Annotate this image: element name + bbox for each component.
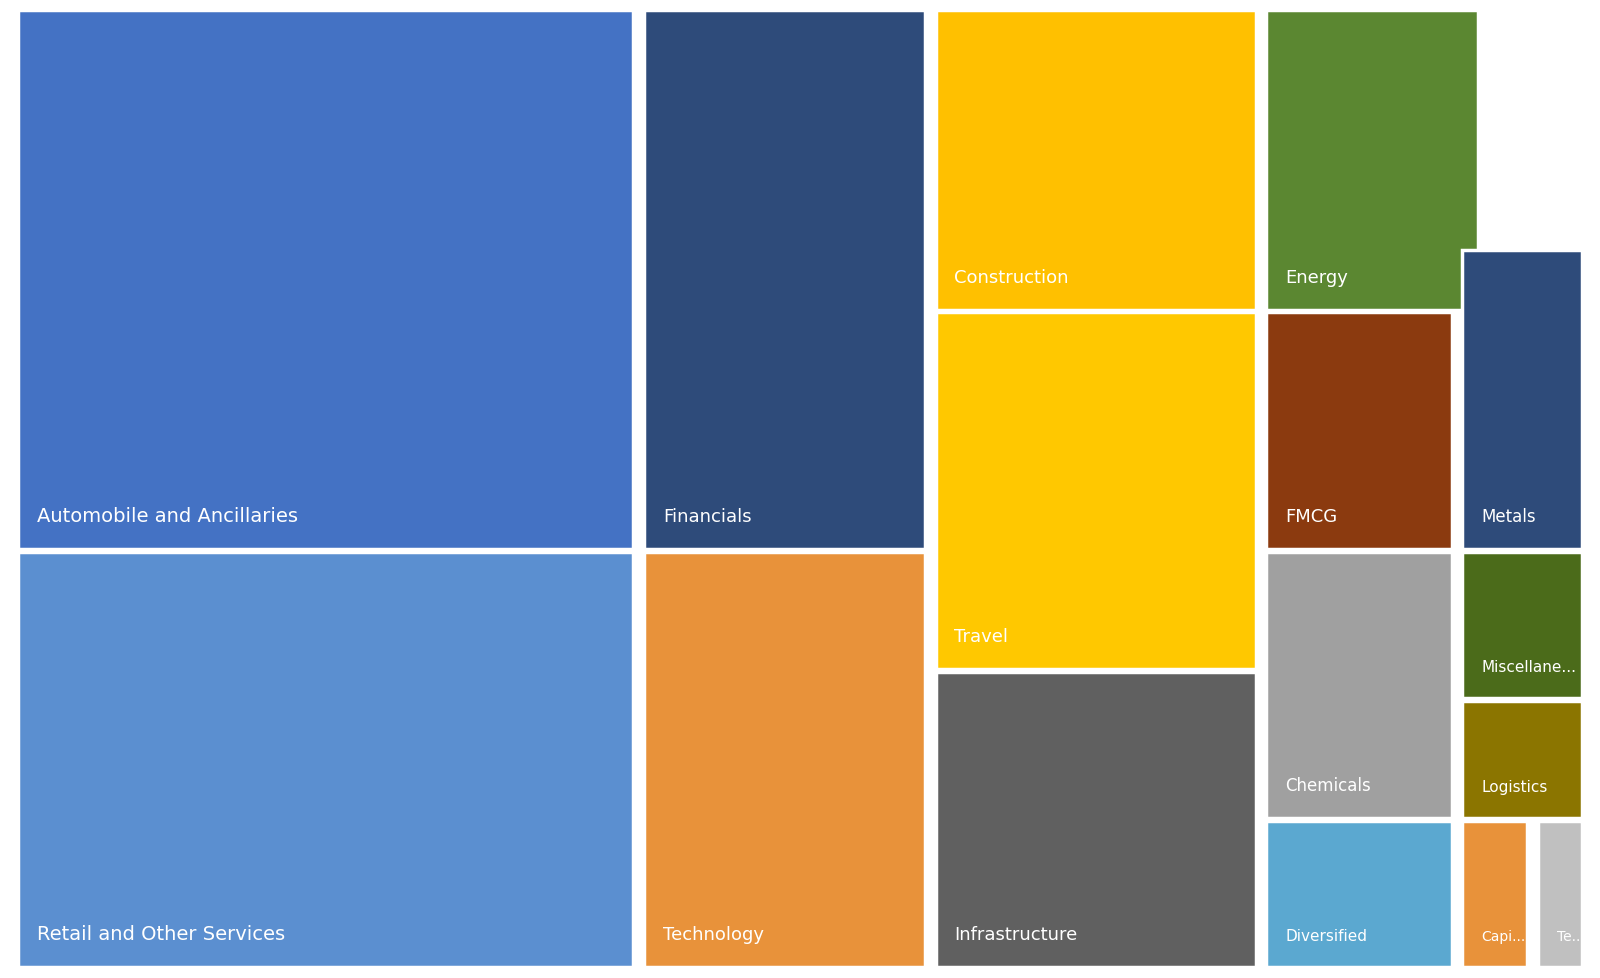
Bar: [1267, 313, 1451, 550]
Text: FMCG: FMCG: [1285, 508, 1338, 526]
Text: Construction: Construction: [955, 268, 1069, 287]
Text: Automobile and Ancillaries: Automobile and Ancillaries: [37, 507, 298, 526]
Bar: [1267, 11, 1478, 310]
Text: Travel: Travel: [955, 628, 1008, 645]
Bar: [18, 553, 634, 967]
Bar: [936, 313, 1256, 670]
Bar: [643, 553, 925, 967]
Text: Metals: Metals: [1482, 508, 1536, 526]
Bar: [1462, 822, 1526, 967]
Text: Chemicals: Chemicals: [1285, 777, 1371, 794]
Bar: [1538, 822, 1582, 967]
Text: Diversified: Diversified: [1285, 928, 1368, 943]
Text: Te...: Te...: [1557, 929, 1584, 943]
Bar: [1267, 553, 1451, 819]
Text: Capi...: Capi...: [1482, 929, 1525, 943]
Bar: [18, 11, 634, 550]
Text: Miscellane...: Miscellane...: [1482, 659, 1576, 675]
Bar: [936, 11, 1256, 310]
Bar: [1267, 822, 1451, 967]
Text: Infrastructure: Infrastructure: [955, 925, 1078, 943]
Text: Financials: Financials: [662, 508, 752, 526]
Bar: [1462, 553, 1582, 698]
Text: Logistics: Logistics: [1482, 779, 1547, 794]
Bar: [936, 673, 1256, 967]
Text: Energy: Energy: [1285, 268, 1349, 287]
Bar: [643, 11, 925, 550]
Bar: [1462, 250, 1582, 550]
Bar: [1462, 701, 1582, 819]
Text: Retail and Other Services: Retail and Other Services: [37, 924, 285, 943]
Text: Technology: Technology: [662, 925, 763, 943]
